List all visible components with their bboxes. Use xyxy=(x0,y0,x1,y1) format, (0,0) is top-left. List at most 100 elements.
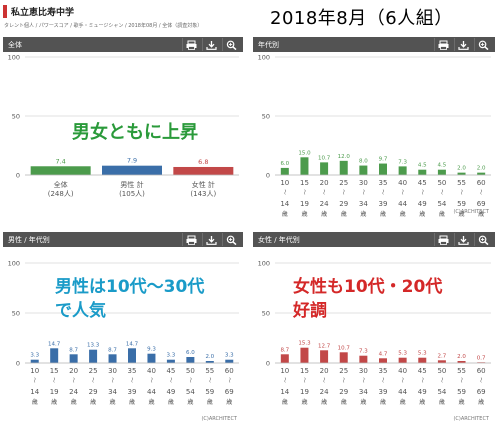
x-tick-label: ～ xyxy=(418,377,424,383)
period-title: 2018年8月（6人組） xyxy=(270,8,453,29)
breadcrumb[interactable]: タレント個人 / パワースコア / 歌手・ミュージシャン / 2018年08月 … xyxy=(4,23,203,29)
x-tick-label: 歳 xyxy=(321,210,327,218)
download-icon[interactable] xyxy=(202,233,220,246)
x-tick-label: 50 xyxy=(186,367,195,375)
x-tick-label: 24 xyxy=(69,388,78,396)
x-tick-label: ～ xyxy=(300,377,306,383)
x-tick-label: 39 xyxy=(379,200,388,208)
title-accent-bar xyxy=(3,5,7,18)
x-tick-label: ～ xyxy=(458,377,464,383)
panel-title: 男性 / 年代別 xyxy=(8,236,50,244)
zoom-icon[interactable] xyxy=(474,233,492,246)
x-tick-label: 歳 xyxy=(90,398,96,406)
x-tick-label: 34 xyxy=(359,200,368,208)
bar xyxy=(89,349,98,363)
data-label: 5.3 xyxy=(418,351,427,357)
data-label: 9.7 xyxy=(379,157,388,163)
credit-label: (C)ARCHITECT xyxy=(453,416,489,422)
x-tick-label: ～ xyxy=(340,377,346,383)
panel-title: 女性 / 年代別 xyxy=(258,236,300,244)
chart-panel: 年代別 0 50 100 6.0 10 ～ 14 歳 15.0 15 ～ 19 歳 10.7 20 ～ 24 歳 12… xyxy=(253,37,495,218)
x-tick-label: 女性 計 xyxy=(192,180,215,189)
y-tick-label: 0 xyxy=(266,360,270,368)
panel-title-bar: 男性 / 年代別 xyxy=(3,232,243,247)
y-tick-label: 100 xyxy=(8,260,20,268)
print-icon[interactable] xyxy=(434,233,452,246)
x-tick-label: ～ xyxy=(379,189,385,195)
zoom-icon[interactable] xyxy=(222,233,240,246)
x-tick-label: 24 xyxy=(320,200,329,208)
x-tick-label: 歳 xyxy=(321,398,327,406)
x-tick-label: 19 xyxy=(300,388,309,396)
x-tick-label: ～ xyxy=(399,377,405,383)
x-tick-label: 14 xyxy=(30,388,39,396)
data-label: 3.3 xyxy=(167,353,176,359)
x-tick-label: ～ xyxy=(399,189,405,195)
download-icon[interactable] xyxy=(202,38,220,51)
bar xyxy=(339,160,348,175)
data-label: 15.0 xyxy=(298,150,311,156)
x-tick-label: 歳 xyxy=(341,210,347,218)
data-label: 12.7 xyxy=(318,343,331,349)
panel-title: 全体 xyxy=(8,41,22,49)
zoom-icon[interactable] xyxy=(222,38,240,51)
x-tick-label: 歳 xyxy=(301,210,307,218)
bar xyxy=(280,354,289,363)
data-label: 3.3 xyxy=(30,353,39,359)
data-label: 2.0 xyxy=(457,166,466,172)
chart-panel: 全体 0 50 100 7.4 全体 (248人) 7.9 男性 計 (105人) 6.8 女性 計(… xyxy=(3,37,243,215)
data-label: 3.3 xyxy=(225,353,234,359)
x-tick-label: 44 xyxy=(147,388,156,396)
x-tick-label: ～ xyxy=(477,189,483,195)
x-tick-label: 60 xyxy=(477,367,486,375)
x-tick-label: 歳 xyxy=(380,398,386,406)
data-label: 15.3 xyxy=(298,341,311,347)
x-tick-label: 歳 xyxy=(282,210,288,218)
x-tick-label: 40 xyxy=(398,179,407,187)
bar xyxy=(108,354,117,363)
bar-chart: 0 50 100 7.4 全体(248人) 7.9 男性 計(105人) 6.8 女性 計(14… xyxy=(8,54,239,198)
annotation-text: 好調 xyxy=(293,301,327,321)
y-tick-label: 0 xyxy=(266,172,270,180)
panel-title-bar: 年代別 xyxy=(253,37,495,52)
x-tick-label: 歳 xyxy=(439,398,445,406)
x-tick-label: 49 xyxy=(418,388,427,396)
bar xyxy=(398,166,407,175)
bar xyxy=(339,352,348,363)
x-tick-label: (248人) xyxy=(48,190,74,198)
x-tick-label: 59 xyxy=(457,388,466,396)
x-tick-label: 14 xyxy=(280,200,289,208)
bar xyxy=(418,169,427,175)
data-label: 8.7 xyxy=(69,347,78,353)
print-icon[interactable] xyxy=(434,38,452,51)
y-tick-label: 50 xyxy=(12,310,20,318)
data-label: 7.3 xyxy=(398,159,407,165)
print-icon[interactable] xyxy=(182,233,200,246)
x-tick-label: 歳 xyxy=(110,398,116,406)
x-tick-label: 59 xyxy=(457,200,466,208)
data-label: 2.0 xyxy=(477,166,486,172)
data-label: 7.4 xyxy=(55,157,65,165)
page-header: 私立恵比寿中学 タレント個人 / パワースコア / 歌手・ミュージシャン / 2… xyxy=(0,0,500,34)
zoom-icon[interactable] xyxy=(474,38,492,51)
data-label: 4.7 xyxy=(379,351,388,357)
data-label: 0.7 xyxy=(477,355,486,361)
x-tick-label: 歳 xyxy=(187,398,193,406)
x-tick-label: 50 xyxy=(437,367,446,375)
x-tick-label: ～ xyxy=(167,377,173,383)
x-tick-label: 45 xyxy=(418,367,427,375)
x-tick-label: 歳 xyxy=(459,398,465,406)
x-tick-label: 10 xyxy=(280,179,289,187)
download-icon[interactable] xyxy=(454,38,472,51)
x-tick-label: 60 xyxy=(225,367,234,375)
x-tick-label: ～ xyxy=(300,189,306,195)
bar xyxy=(173,166,234,175)
print-icon[interactable] xyxy=(182,38,200,51)
x-tick-label: 歳 xyxy=(207,398,213,406)
x-tick-label: 歳 xyxy=(478,210,484,218)
bar xyxy=(225,359,234,363)
bar xyxy=(379,358,387,363)
download-icon[interactable] xyxy=(454,233,472,246)
data-label: 6.8 xyxy=(198,158,208,166)
x-tick-label: 15 xyxy=(50,367,59,375)
